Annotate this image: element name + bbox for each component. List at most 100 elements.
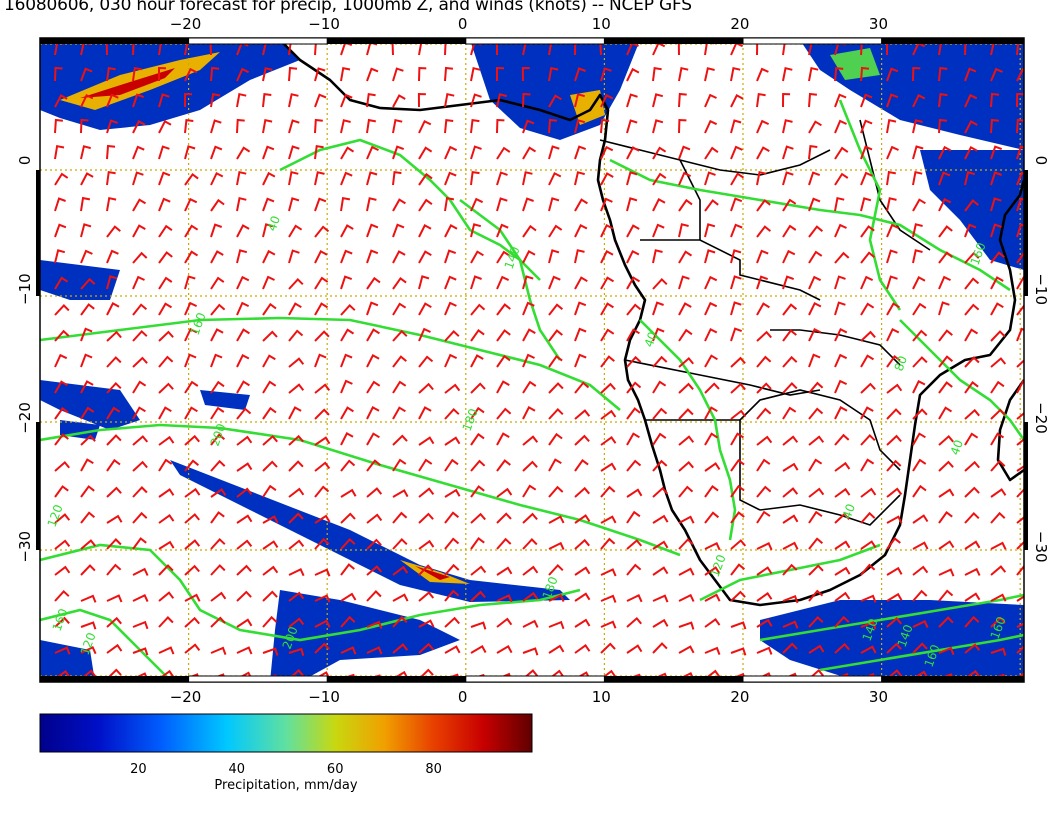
wind-barb — [314, 619, 331, 628]
wind-barb — [808, 171, 821, 186]
wind-barb — [626, 93, 638, 108]
wind-barb — [54, 485, 69, 498]
wind-barb — [782, 355, 798, 368]
wind-barb — [54, 172, 69, 186]
wind-barb — [184, 406, 198, 420]
wind-barb — [184, 353, 197, 368]
wind-barb — [574, 276, 588, 290]
wind-barb — [600, 302, 614, 316]
wind-barb — [808, 327, 822, 342]
wind-barb — [158, 145, 170, 160]
wind-barb — [80, 93, 94, 108]
wind-barb — [938, 301, 950, 316]
wind-barb — [444, 66, 454, 82]
wind-barb — [756, 542, 773, 551]
wind-barb — [418, 619, 435, 628]
wind-barb — [860, 354, 875, 368]
wind-barb — [964, 567, 981, 576]
wind-barb — [158, 276, 173, 290]
wind-barb — [548, 249, 560, 264]
wind-barb — [522, 538, 538, 550]
wind-barb — [418, 539, 435, 550]
wind-barb — [808, 589, 824, 602]
wind-barb — [808, 615, 824, 628]
wind-barb — [366, 354, 380, 368]
wind-barb — [964, 432, 979, 446]
axis-tick-labels: −20 −20 −10 −10 0 0 10 10 20 20 30 30 0 0 −10 −10 −20 −20… — [16, 15, 1050, 706]
wind-barb — [886, 537, 901, 550]
wind-barb — [860, 382, 876, 394]
wind-barb — [912, 171, 923, 186]
wind-barb — [210, 66, 220, 82]
wind-barb — [392, 223, 405, 238]
wind-barb — [392, 67, 404, 82]
lat-tick-left: −30 — [16, 531, 34, 563]
wind-barb — [418, 406, 432, 420]
wind-barb — [340, 512, 356, 524]
wind-barb — [704, 249, 716, 264]
contour-140-south — [819, 633, 1024, 672]
wind-barb — [262, 515, 279, 524]
contour-label: 160 — [968, 241, 989, 267]
wind-barb — [756, 485, 772, 498]
wind-barb — [548, 171, 562, 186]
wind-barb — [808, 381, 824, 394]
wind-barb — [80, 277, 96, 290]
wind-barb — [600, 172, 614, 186]
wind-barb — [912, 329, 928, 342]
wind-barb — [730, 382, 746, 394]
wind-barb — [340, 615, 356, 628]
wind-barb — [106, 406, 121, 420]
wind-barb — [288, 277, 304, 290]
wind-barb — [236, 301, 250, 316]
wind-barb — [132, 406, 146, 420]
wind-barb — [522, 275, 534, 290]
wind-barb — [964, 486, 980, 498]
wind-barb — [782, 198, 797, 212]
wind-barb — [288, 197, 300, 212]
wind-barb — [808, 275, 822, 290]
wind-barb — [886, 515, 903, 524]
wind-barb — [886, 327, 900, 342]
wind-barb — [314, 436, 331, 446]
wind-barb — [80, 458, 94, 472]
wind-barb — [132, 460, 148, 472]
wind-barb — [340, 488, 357, 498]
wind-barb — [158, 616, 174, 628]
wind-barb — [548, 432, 563, 446]
wind-barb — [288, 383, 305, 394]
contour-label: 40 — [948, 438, 966, 457]
wind-barb — [756, 302, 770, 316]
border-1 — [599, 139, 831, 176]
wind-barb — [782, 249, 796, 264]
wind-barb — [444, 224, 458, 238]
contour-label: 80 — [892, 354, 910, 373]
wind-barb — [704, 327, 718, 342]
wind-barb — [548, 515, 565, 524]
wind-barb — [1016, 438, 1024, 446]
wind-barb — [288, 406, 302, 420]
wind-barb — [54, 406, 69, 420]
wind-barb — [521, 66, 530, 82]
wind-barb — [574, 119, 586, 134]
wind-barb — [106, 330, 122, 342]
wind-barb — [1016, 380, 1024, 394]
wind-barb — [704, 146, 719, 160]
wind-barb — [418, 66, 427, 82]
wind-barb — [340, 537, 356, 550]
wind-barb — [626, 171, 638, 186]
wind-barb — [418, 458, 433, 472]
precip-west-fragment — [40, 260, 120, 300]
wind-barb — [730, 275, 742, 290]
wind-barb — [886, 434, 902, 446]
wind-barb — [210, 406, 225, 420]
wind-barb — [938, 275, 951, 290]
wind-barb — [626, 459, 642, 472]
wind-barb — [678, 382, 694, 394]
wind-barb — [938, 225, 953, 238]
wind-barb — [756, 435, 773, 446]
wind-barb — [574, 223, 588, 238]
wind-barb — [392, 355, 407, 368]
wind-barb — [860, 433, 876, 446]
wind-barb — [340, 197, 351, 212]
